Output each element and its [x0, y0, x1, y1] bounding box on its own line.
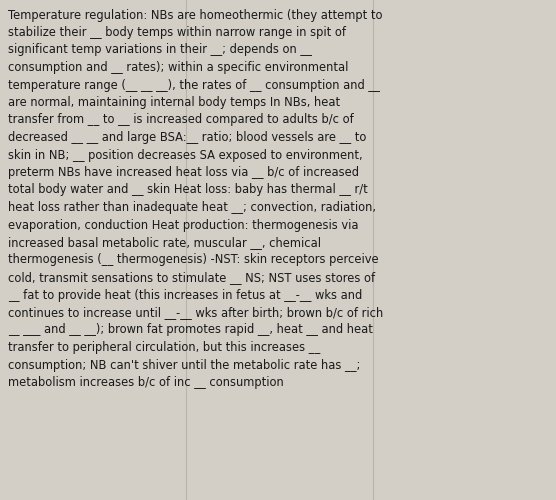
Text: Temperature regulation: NBs are homeothermic (they attempt to
stabilize their __: Temperature regulation: NBs are homeothe…: [8, 8, 384, 389]
